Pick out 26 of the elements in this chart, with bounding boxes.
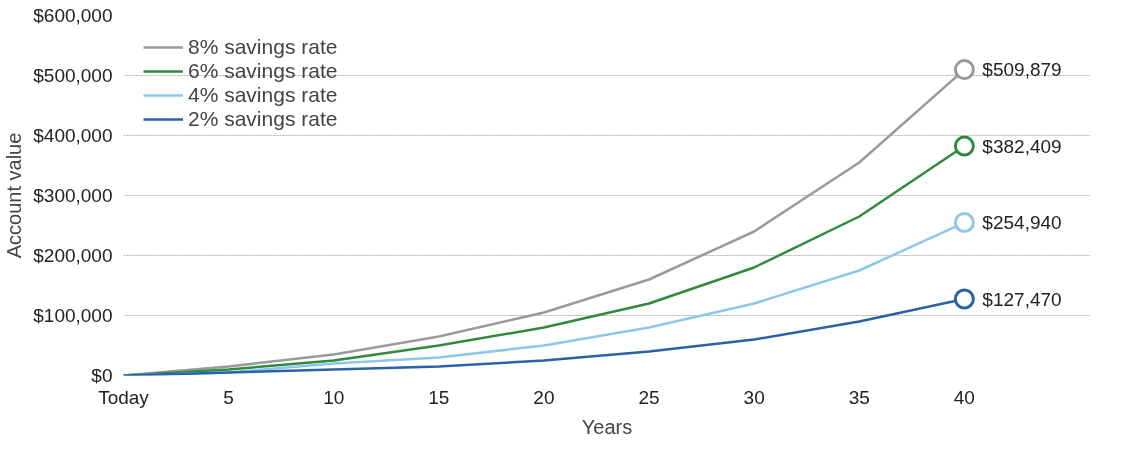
x-tick-label: 5 [223, 386, 234, 408]
x-axis-title: Years [581, 415, 633, 438]
x-tick-label: 20 [533, 386, 555, 408]
y-axis-title: Account value [3, 132, 26, 259]
x-tick-label: 10 [323, 386, 345, 408]
y-tick-label: $500,000 [33, 65, 113, 86]
y-tick-label: $400,000 [33, 125, 113, 146]
y-tick-label: $0 [91, 365, 113, 386]
y-tick-label: $200,000 [33, 245, 113, 266]
data-label: $254,940 [982, 212, 1062, 234]
legend-label: 2% savings rate [188, 107, 338, 131]
x-tick-label: 30 [743, 386, 765, 408]
data-label: $509,879 [982, 59, 1062, 81]
data-label: $127,470 [982, 288, 1062, 310]
legend-label: 4% savings rate [188, 83, 338, 107]
legend-label: 6% savings rate [188, 59, 338, 83]
data-label: $382,409 [982, 135, 1062, 157]
y-tick-label: $600,000 [33, 5, 113, 26]
legend-label: 8% savings rate [188, 35, 338, 59]
x-tick-label: 40 [953, 386, 975, 408]
y-tick-label: $100,000 [33, 305, 113, 326]
x-tick-label: 15 [428, 386, 450, 408]
x-tick-label: 35 [848, 386, 870, 408]
x-tick-label: Today [98, 386, 150, 408]
y-tick-label: $300,000 [33, 185, 113, 206]
x-tick-label: 25 [638, 386, 660, 408]
